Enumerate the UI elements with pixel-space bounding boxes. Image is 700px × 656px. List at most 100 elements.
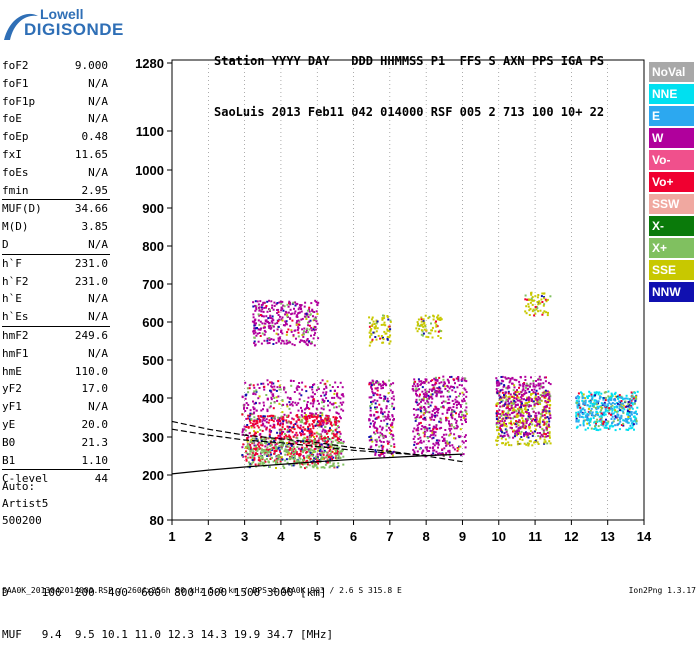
echo-point — [316, 322, 319, 325]
echo-point — [313, 419, 316, 422]
echo-point — [325, 430, 327, 433]
echo-point — [285, 444, 288, 447]
echo-point — [257, 426, 260, 429]
echo-point — [379, 431, 382, 434]
echo-point — [278, 445, 281, 448]
echo-point — [626, 397, 629, 400]
echo-point — [255, 322, 257, 325]
echo-point — [252, 393, 255, 395]
echo-point — [519, 411, 522, 414]
echo-point — [607, 390, 610, 393]
echo-point — [248, 432, 251, 435]
echo-point — [462, 397, 465, 400]
echo-point — [630, 391, 633, 394]
echo-point — [322, 405, 325, 408]
echo-point — [375, 438, 378, 441]
echo-point — [449, 432, 452, 435]
echo-point — [370, 438, 373, 441]
echo-point — [263, 339, 266, 342]
param-label: MUF(D) — [2, 202, 42, 216]
echo-point — [546, 410, 549, 413]
echo-point — [541, 313, 544, 316]
echo-point — [631, 395, 634, 398]
echo-point — [280, 302, 283, 305]
echo-point — [331, 386, 334, 388]
echo-point — [295, 321, 298, 324]
echo-point — [267, 325, 270, 328]
echo-point — [316, 416, 319, 419]
echo-point — [317, 301, 320, 304]
echo-point — [518, 383, 521, 386]
echo-point — [260, 306, 263, 309]
echo-point — [544, 391, 547, 394]
echo-point — [260, 310, 263, 313]
echo-point — [311, 308, 314, 311]
echo-point — [504, 396, 507, 399]
echo-point — [416, 404, 419, 406]
echo-point — [377, 382, 380, 385]
echo-point — [544, 395, 547, 398]
echo-point — [297, 331, 300, 334]
echo-point — [457, 448, 460, 451]
echo-point — [432, 442, 435, 445]
echo-point — [376, 393, 379, 396]
echo-point — [374, 449, 377, 452]
echo-point — [501, 388, 504, 391]
echo-point — [376, 399, 379, 402]
echo-point — [271, 324, 274, 327]
echo-point — [387, 417, 390, 420]
echo-point — [279, 452, 282, 455]
echo-point — [309, 436, 312, 439]
echo-point — [322, 428, 325, 431]
echo-point — [247, 446, 250, 449]
echo-point — [311, 462, 314, 465]
echo-point — [592, 414, 595, 417]
echo-point — [390, 397, 393, 400]
echo-point — [299, 420, 302, 423]
echo-point — [545, 435, 548, 438]
echo-point — [306, 436, 309, 439]
echo-point — [548, 435, 551, 438]
echo-point — [635, 396, 637, 398]
echo-point — [269, 324, 272, 327]
echo-point — [339, 417, 342, 420]
echo-point — [312, 337, 315, 340]
echo-point — [594, 427, 597, 429]
echo-point — [371, 338, 374, 341]
param-row: foEs N/A — [2, 164, 110, 182]
echo-point — [513, 386, 516, 389]
echo-point — [283, 428, 286, 431]
echo-point — [279, 337, 282, 340]
echo-point — [337, 462, 340, 465]
echo-point — [537, 378, 540, 381]
echo-point — [591, 398, 594, 400]
echo-point — [321, 457, 324, 460]
echo-point — [250, 462, 253, 465]
echo-point — [426, 427, 429, 430]
x-tick-label: 6 — [350, 529, 357, 544]
echo-point — [502, 442, 505, 445]
echo-point — [549, 383, 552, 386]
echo-point — [431, 413, 434, 416]
echo-point — [540, 433, 543, 436]
echo-point — [542, 311, 545, 314]
echo-point — [308, 464, 311, 467]
echo-point — [273, 426, 276, 429]
echo-point — [386, 329, 389, 332]
echo-point — [374, 439, 377, 442]
echo-point — [424, 314, 427, 317]
echo-point — [259, 462, 262, 465]
echo-point — [414, 446, 417, 449]
echo-point — [422, 426, 425, 429]
echo-point — [392, 395, 395, 398]
echo-point — [303, 456, 306, 459]
echo-point — [370, 396, 373, 399]
echo-point — [327, 404, 330, 407]
echo-point — [382, 399, 385, 402]
echo-point — [286, 405, 289, 408]
echo-point — [280, 433, 283, 436]
echo-point — [444, 429, 447, 431]
echo-point — [335, 417, 337, 420]
echo-point — [371, 400, 374, 403]
echo-point — [527, 299, 530, 301]
